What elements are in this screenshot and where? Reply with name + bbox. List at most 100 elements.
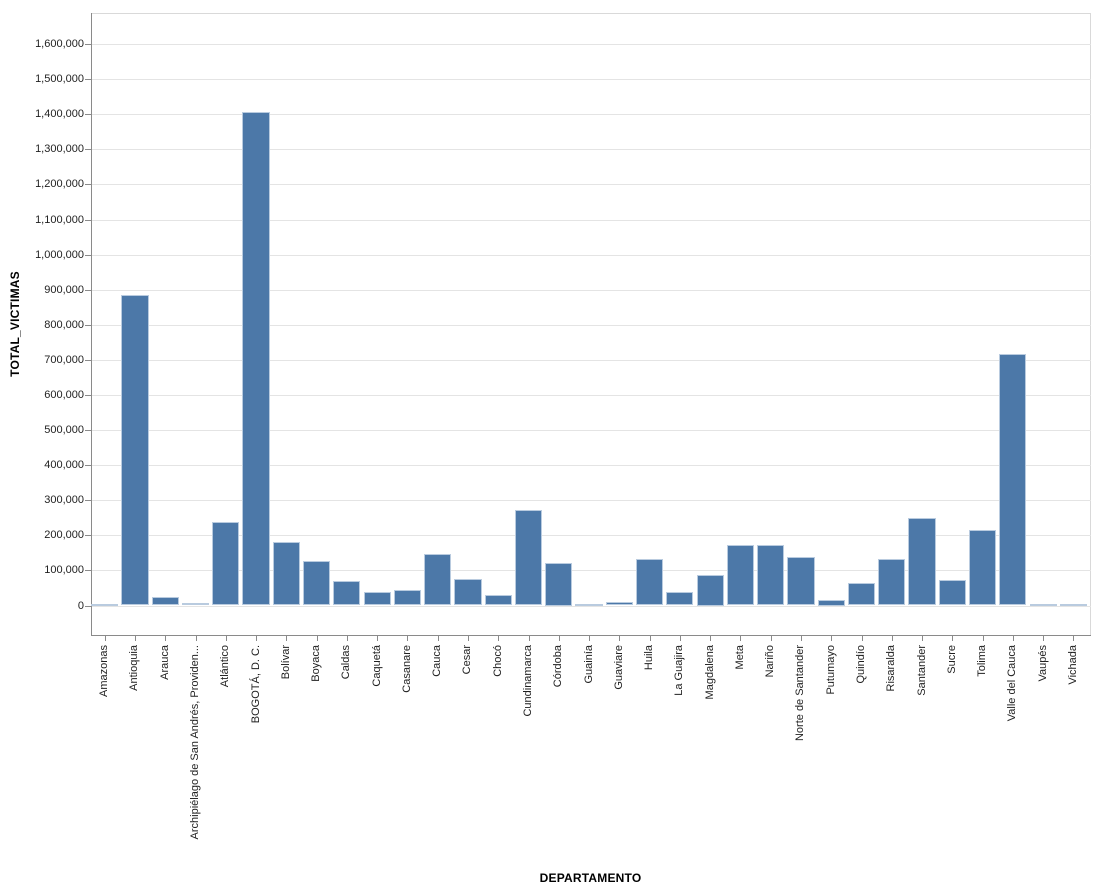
bar[interactable] — [666, 592, 694, 606]
x-axis-tick — [1073, 635, 1075, 641]
bar[interactable] — [1029, 603, 1057, 606]
bar[interactable] — [333, 580, 361, 606]
bar[interactable] — [999, 354, 1027, 606]
gridline — [92, 605, 1091, 607]
y-tick-label: 1,400,000 — [35, 108, 84, 121]
gridline — [92, 359, 1091, 361]
y-axis-tick — [85, 570, 91, 572]
x-axis-tick — [346, 635, 348, 641]
bar[interactable] — [545, 563, 573, 606]
x-axis-tick — [1012, 635, 1014, 641]
gridline — [92, 394, 1091, 396]
x-axis-tick — [619, 635, 621, 641]
bar[interactable] — [484, 594, 512, 606]
bar[interactable] — [878, 559, 906, 606]
bar[interactable] — [968, 529, 997, 606]
gridline — [92, 79, 1091, 81]
y-axis-tick — [85, 465, 91, 467]
x-axis-tick — [710, 635, 712, 641]
x-axis-tick — [407, 635, 409, 641]
y-tick-label: 300,000 — [44, 494, 84, 507]
bar[interactable] — [847, 583, 876, 606]
x-tick-label: Putumayo — [824, 645, 837, 695]
bar[interactable] — [726, 544, 754, 606]
bar[interactable] — [605, 602, 633, 606]
x-axis-tick — [256, 635, 257, 641]
bar[interactable] — [181, 602, 210, 606]
bar[interactable] — [1059, 603, 1087, 606]
x-axis-tick — [982, 635, 984, 641]
x-tick-label: Norte de Santander — [794, 645, 807, 742]
x-tick-label: Santander — [915, 645, 928, 696]
y-tick-label: 800,000 — [44, 318, 84, 331]
bar[interactable] — [424, 554, 452, 606]
y-axis-tick — [85, 605, 91, 607]
bar[interactable] — [272, 541, 300, 606]
x-tick-label: Bolívar — [279, 645, 292, 680]
x-tick-label: Vaupés — [1036, 645, 1049, 682]
y-axis-tick — [85, 324, 91, 326]
bar[interactable] — [121, 295, 149, 606]
y-axis-tick — [85, 430, 91, 431]
y-tick-label: 1,600,000 — [35, 38, 84, 50]
x-tick-label: Atlántico — [219, 645, 232, 688]
x-axis-tick — [800, 635, 802, 641]
x-tick-label: Guaviare — [612, 645, 625, 690]
gridline — [92, 44, 1091, 45]
x-tick-label: Nariño — [764, 645, 777, 678]
x-axis-tick — [740, 635, 742, 641]
gridline — [92, 535, 1091, 537]
gridline — [92, 289, 1091, 291]
bar[interactable] — [817, 599, 845, 606]
y-axis-tick — [85, 44, 91, 45]
bar[interactable] — [91, 603, 119, 606]
bar[interactable] — [393, 589, 421, 606]
bar[interactable] — [635, 559, 664, 606]
y-tick-label: 1,000,000 — [35, 248, 84, 261]
gridline — [92, 219, 1091, 221]
y-tick-label: 900,000 — [44, 283, 84, 296]
bar[interactable] — [908, 518, 936, 606]
bar[interactable] — [212, 521, 240, 606]
bar[interactable] — [151, 596, 179, 606]
x-tick-label: Caldas — [340, 645, 353, 680]
x-axis-tick — [1043, 635, 1045, 641]
bar[interactable] — [302, 560, 331, 606]
x-axis-tick — [831, 635, 833, 641]
x-tick-label: Valle del Cauca — [1006, 645, 1019, 722]
bar[interactable] — [757, 545, 785, 606]
bar[interactable] — [787, 556, 815, 606]
x-axis-tick — [770, 635, 772, 641]
x-tick-label: Boyaca — [310, 645, 322, 682]
x-tick-label: La Guajira — [673, 645, 686, 696]
x-axis-tick — [225, 635, 227, 641]
bar[interactable] — [363, 591, 391, 606]
bar[interactable] — [696, 575, 724, 606]
y-tick-label: 1,300,000 — [35, 143, 84, 156]
y-axis-title: TOTAL_VICTIMAS — [8, 271, 22, 377]
bar[interactable] — [938, 580, 966, 606]
y-axis-tick — [85, 289, 91, 291]
y-axis-tick — [85, 114, 91, 116]
x-tick-label: Magdalena — [703, 645, 716, 700]
x-axis-tick — [467, 635, 469, 641]
gridline — [92, 500, 1091, 502]
bar[interactable] — [514, 509, 543, 606]
x-axis-tick — [134, 635, 136, 641]
gridline — [92, 114, 1091, 116]
x-tick-label: Sucre — [945, 645, 958, 674]
y-axis-tick — [85, 394, 91, 396]
y-axis-tick — [85, 500, 91, 502]
x-tick-label: Antioquia — [128, 645, 141, 691]
y-axis-tick — [85, 219, 91, 221]
x-tick-label: Cesar — [461, 645, 474, 675]
x-tick-label: Arauca — [158, 645, 171, 680]
y-axis-tick — [85, 535, 91, 537]
y-tick-label: 100,000 — [44, 564, 84, 577]
x-axis-tick — [104, 635, 106, 641]
x-tick-label: Cauca — [431, 645, 444, 677]
bar[interactable] — [242, 111, 270, 606]
bar[interactable] — [575, 603, 603, 606]
gridline — [92, 465, 1091, 467]
bar[interactable] — [454, 578, 482, 606]
